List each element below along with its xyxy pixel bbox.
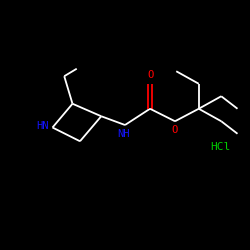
Text: O: O xyxy=(172,125,178,135)
Text: HCl: HCl xyxy=(210,142,230,152)
Text: O: O xyxy=(147,70,153,80)
Text: NH: NH xyxy=(118,129,130,139)
Text: HN: HN xyxy=(36,121,48,131)
